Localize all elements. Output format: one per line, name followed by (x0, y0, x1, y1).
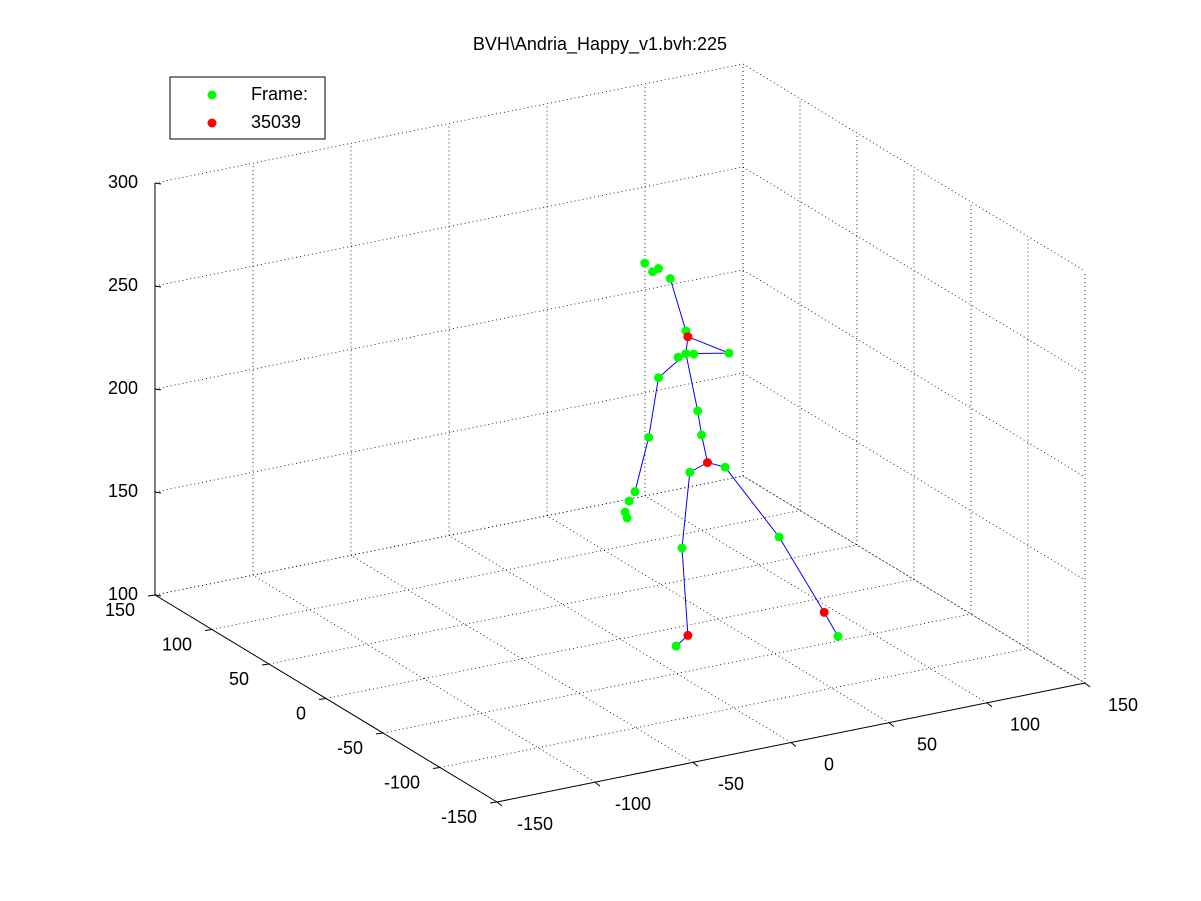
joint-marker (653, 373, 663, 383)
joint-marker (681, 349, 691, 359)
joint-marker (689, 349, 699, 359)
joint-marker (644, 432, 654, 442)
y-tick-label: 50 (229, 669, 249, 689)
joint-marker (622, 513, 632, 523)
joint-marker (624, 496, 634, 506)
joint-marker (630, 487, 640, 497)
z-tick-label: 200 (108, 378, 138, 398)
y-tick (204, 629, 213, 631)
joint-marker (697, 430, 707, 440)
joint-marker (683, 630, 693, 640)
joint-marker (665, 274, 675, 284)
z-tick (154, 285, 162, 288)
joint-marker (724, 348, 734, 358)
joint-marker (683, 332, 693, 342)
z-tick (154, 182, 162, 185)
joint-marker (653, 264, 663, 274)
x-tick (496, 801, 503, 807)
y-tick-label: -50 (337, 738, 363, 758)
x-tick-label: 0 (824, 754, 834, 774)
joint-marker (774, 532, 784, 542)
y-tick-label: 0 (296, 703, 306, 723)
x-tick (790, 742, 797, 747)
x-tick (692, 761, 699, 767)
legend-box (169, 76, 326, 140)
joint-marker (833, 631, 843, 641)
z-tick-label: 250 (108, 275, 138, 295)
x-tick (986, 702, 993, 708)
joint-marker (677, 543, 687, 553)
joint-marker (702, 458, 712, 468)
joint-marker (819, 607, 829, 617)
x-tick (1084, 682, 1091, 688)
z-tick-label: 300 (108, 172, 138, 192)
joint-marker (693, 406, 703, 416)
joint-marker (640, 258, 650, 268)
y-tick-label: 100 (162, 634, 192, 654)
x-tick (888, 722, 895, 728)
y-tick-label: -100 (384, 772, 420, 792)
joint-marker (671, 641, 681, 651)
y-tick (147, 594, 156, 597)
y-tick-label: 150 (105, 600, 135, 620)
y-tick (375, 732, 384, 735)
z-tick-label: 150 (108, 481, 138, 501)
z-tick-label: 100 (108, 584, 138, 604)
legend-label: 35039 (251, 112, 301, 132)
x-tick-label: -150 (517, 814, 553, 834)
legend-label: Frame: (251, 84, 308, 104)
x-tick-label: -100 (615, 794, 651, 814)
z-tick (154, 491, 162, 494)
legend-marker (207, 90, 217, 100)
x-tick-label: -50 (718, 774, 744, 794)
x-tick-label: 150 (1108, 695, 1138, 715)
x-tick-label: 50 (917, 734, 937, 754)
y-tick (489, 801, 498, 804)
joint-marker (673, 352, 683, 362)
z-tick (154, 388, 162, 391)
joint-marker (685, 467, 695, 477)
legend-marker (207, 118, 217, 128)
y-tick (432, 767, 441, 769)
y-tick-label: -150 (441, 807, 477, 827)
z-tick (154, 594, 162, 597)
x-tick-label: 100 (1010, 715, 1040, 735)
x-tick (594, 781, 601, 787)
chart-title: BVH\Andria_Happy_v1.bvh:225 (473, 34, 727, 55)
joint-marker (720, 462, 730, 472)
y-tick (261, 663, 270, 666)
y-tick (318, 698, 327, 700)
